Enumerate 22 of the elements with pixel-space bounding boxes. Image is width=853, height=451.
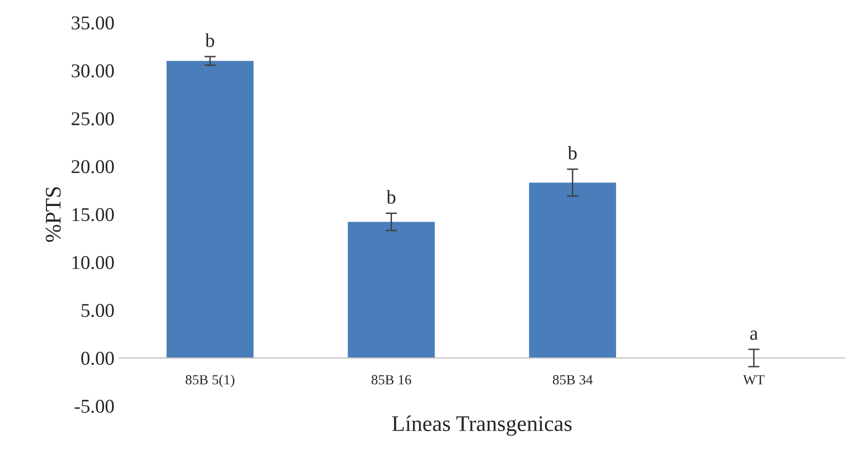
y-tick-label: 10.00	[72, 256, 114, 270]
x-tick-label: 85B 5(1)	[186, 374, 234, 388]
y-tick-label: 30.00	[72, 64, 114, 78]
y-tick-label: -5.00	[74, 400, 114, 413]
annotation: b	[568, 146, 577, 160]
y-tick-label: 20.00	[72, 160, 114, 174]
y-axis-title: %PTS	[46, 187, 61, 242]
bar	[166, 60, 254, 358]
x-tick-label: 85B 16	[372, 375, 412, 384]
y-tick-label: 5.00	[82, 304, 114, 318]
bar	[348, 222, 435, 358]
bar	[529, 182, 616, 358]
x-axis-title: Líneas Transgenicas	[392, 415, 572, 436]
x-tick-label: 85B 34	[552, 375, 593, 384]
annotation: b	[205, 33, 214, 48]
y-tick-label: 25.00	[72, 112, 114, 126]
y-tick-label: 0.00	[81, 352, 114, 366]
y-tick-label: 35.00	[72, 16, 114, 30]
annotation: b	[386, 190, 396, 204]
y-tick-label: 15.00	[72, 208, 114, 222]
annotation: a	[750, 330, 758, 340]
x-tick-label: WT	[743, 375, 764, 384]
